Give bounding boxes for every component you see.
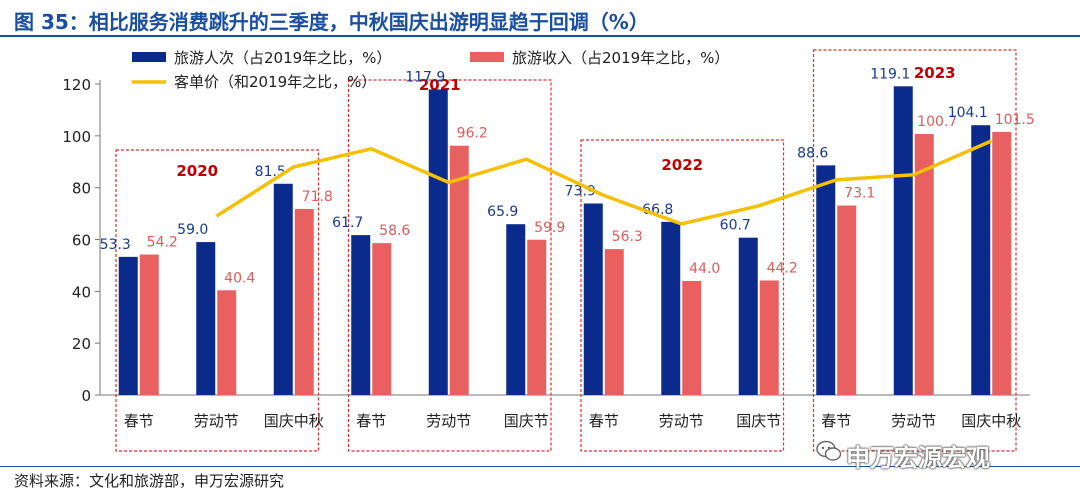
data-label-revenue: 44.0 xyxy=(689,261,720,277)
data-label-revenue: 71.8 xyxy=(302,189,333,205)
bar-visitors xyxy=(893,86,913,395)
wechat-icon xyxy=(816,440,842,461)
legend-swatch xyxy=(132,52,166,62)
chart-title: 图 35：相比服务消费跳升的三季度，中秋国庆出游明显趋于回调（%） xyxy=(14,10,649,34)
data-label-revenue: 96.2 xyxy=(457,126,488,142)
x-tick-label: 国庆中秋 xyxy=(264,412,324,430)
bar-revenue xyxy=(914,134,934,395)
bar-visitors xyxy=(738,237,758,395)
legend-label: 旅游人次（占2019年之比，%） xyxy=(174,49,391,67)
bar-revenue xyxy=(682,280,702,395)
data-label-visitors: 104.1 xyxy=(948,105,988,121)
data-label-revenue: 44.2 xyxy=(767,260,798,276)
y-tick-label: 120 xyxy=(62,76,91,94)
group-box xyxy=(115,149,320,452)
x-tick-label: 春节 xyxy=(589,412,619,430)
group-label: 2023 xyxy=(914,64,956,82)
y-tick-label: 100 xyxy=(62,128,91,146)
chart-area: 0 20 40 60 80 100 120 2020 2021 2022 2023 53.3 54.2 春… xyxy=(0,40,1080,468)
bar-revenue xyxy=(217,290,237,395)
group-box xyxy=(812,49,1017,452)
x-tick-label: 国庆中秋 xyxy=(961,412,1021,430)
data-label-visitors: 60.7 xyxy=(720,218,751,234)
data-label-visitors: 117.9 xyxy=(405,69,445,85)
x-tick-label: 国庆节 xyxy=(504,412,549,430)
bar-revenue xyxy=(837,205,857,395)
data-label-visitors: 53.3 xyxy=(100,237,131,253)
y-tick-label: 0 xyxy=(81,387,91,405)
bar-visitors xyxy=(661,221,681,395)
y-tick-label: 60 xyxy=(72,232,91,250)
bar-visitors xyxy=(428,89,448,395)
legend-label: 客单价（和2019年之比，%） xyxy=(174,73,376,91)
data-label-revenue: 54.2 xyxy=(147,235,178,251)
legend-label: 旅游收入（占2019年之比，%） xyxy=(512,49,729,67)
legend-swatch xyxy=(470,52,504,62)
x-tick-label: 劳动节 xyxy=(426,412,471,430)
title-rule xyxy=(0,35,1080,37)
bar-visitors xyxy=(971,125,991,396)
bar-revenue xyxy=(372,243,392,395)
bar-visitors xyxy=(118,256,138,395)
y-tick-label: 40 xyxy=(72,283,91,301)
source-note: 资料来源：文化和旅游部，申万宏源研究 xyxy=(14,472,285,490)
data-label-visitors: 119.1 xyxy=(870,66,910,82)
x-tick-label: 春节 xyxy=(356,412,386,430)
bar-revenue xyxy=(294,208,314,395)
bar-revenue xyxy=(759,280,779,395)
bar-visitors xyxy=(351,235,371,395)
footer-rule xyxy=(0,466,1080,467)
group-box xyxy=(580,139,785,452)
bar-visitors xyxy=(816,165,836,395)
data-label-visitors: 61.7 xyxy=(332,215,363,231)
data-label-visitors: 81.5 xyxy=(255,164,286,180)
bar-revenue xyxy=(527,239,547,395)
data-label-visitors: 59.0 xyxy=(177,222,208,238)
data-label-revenue: 40.4 xyxy=(224,270,255,286)
data-label-revenue: 73.1 xyxy=(844,186,875,202)
y-tick-label: 20 xyxy=(72,335,91,353)
x-tick-label: 春节 xyxy=(124,412,154,430)
bar-visitors xyxy=(196,242,216,395)
watermark: 申万宏源宏观 xyxy=(846,444,990,472)
bar-revenue xyxy=(449,145,469,395)
data-label-revenue: 59.9 xyxy=(534,220,565,236)
data-label-revenue: 100.7 xyxy=(917,114,957,130)
x-tick-label: 劳动节 xyxy=(194,412,239,430)
data-label-revenue: 101.5 xyxy=(995,112,1035,128)
bar-visitors xyxy=(583,203,603,395)
bar-revenue xyxy=(992,131,1012,395)
data-label-revenue: 58.6 xyxy=(379,223,410,239)
data-label-revenue: 56.3 xyxy=(612,229,643,245)
bar-revenue xyxy=(139,254,159,395)
bar-revenue xyxy=(604,249,624,395)
group-label: 2022 xyxy=(661,156,703,174)
bar-visitors xyxy=(273,183,293,395)
data-label-visitors: 65.9 xyxy=(487,204,518,220)
x-tick-label: 劳动节 xyxy=(659,412,704,430)
y-tick-label: 80 xyxy=(72,180,91,198)
x-tick-label: 春节 xyxy=(821,412,851,430)
x-tick-label: 劳动节 xyxy=(891,412,936,430)
group-label: 2020 xyxy=(176,162,218,180)
group-box xyxy=(347,79,552,452)
line-unit-price xyxy=(215,139,992,226)
bar-visitors xyxy=(506,224,526,395)
data-label-visitors: 88.6 xyxy=(797,145,828,161)
x-tick-label: 国庆节 xyxy=(736,412,781,430)
title-bar: 图 35：相比服务消费跳升的三季度，中秋国庆出游明显趋于回调（%） xyxy=(0,0,1080,37)
